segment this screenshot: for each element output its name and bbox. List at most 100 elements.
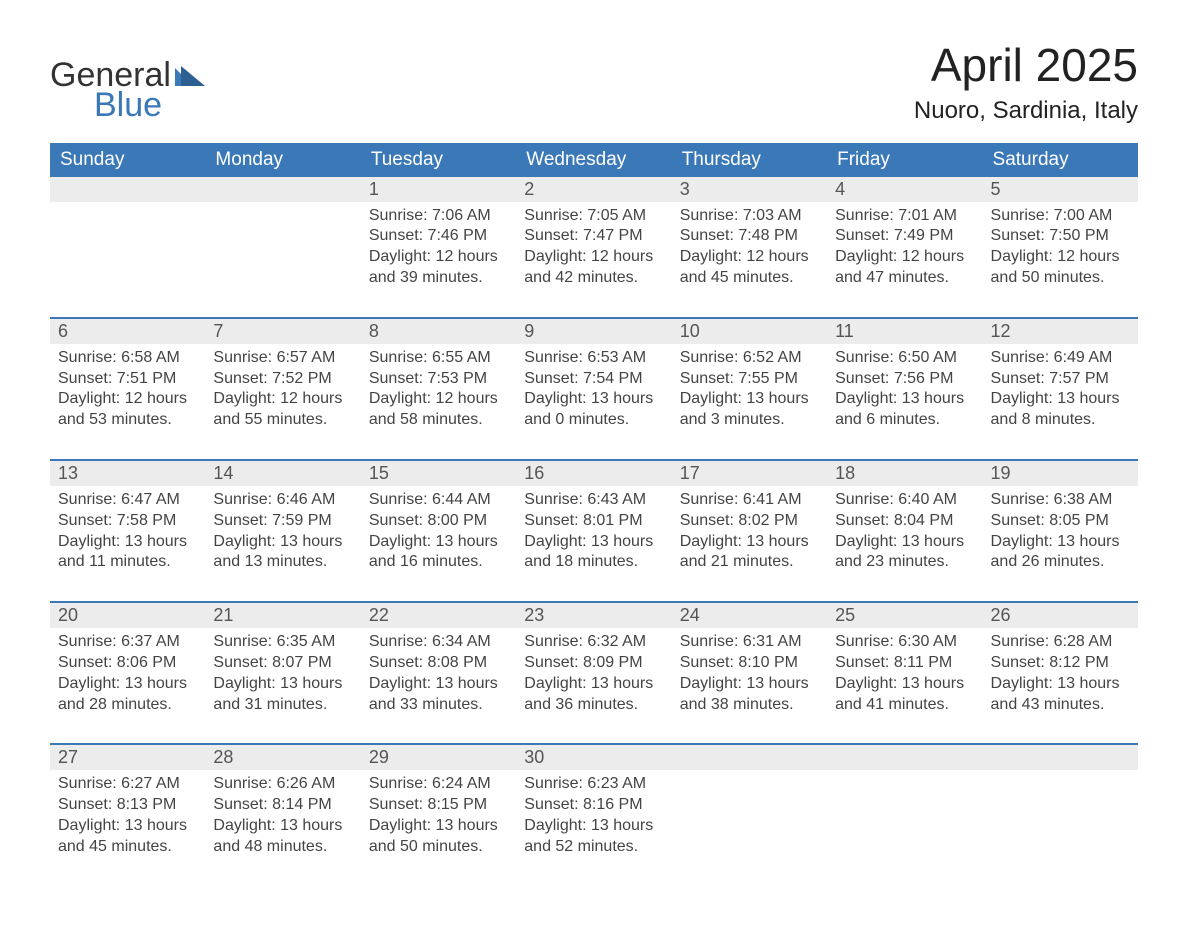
sunrise-line: Sunrise: 6:38 AM [991,490,1130,511]
sunrise-line: Sunrise: 7:01 AM [835,206,974,227]
sunrise-line: Sunrise: 6:30 AM [835,632,974,653]
sunrise-line: Sunrise: 6:44 AM [369,490,508,511]
weekday-header: Tuesday [361,143,516,177]
day-number: 26 [983,603,1138,628]
day-details: Sunrise: 6:41 AMSunset: 8:02 PMDaylight:… [680,490,819,573]
calendar-cell [983,744,1138,885]
daylight-line: Daylight: 13 hours and 21 minutes. [680,532,819,574]
day-details: Sunrise: 7:01 AMSunset: 7:49 PMDaylight:… [835,206,974,289]
sunrise-line: Sunrise: 6:27 AM [58,774,197,795]
sunrise-line: Sunrise: 7:00 AM [991,206,1130,227]
day-details: Sunrise: 6:47 AMSunset: 7:58 PMDaylight:… [58,490,197,573]
sunrise-line: Sunrise: 6:32 AM [524,632,663,653]
daylight-line: Daylight: 13 hours and 3 minutes. [680,389,819,431]
sunset-line: Sunset: 8:05 PM [991,511,1130,532]
sunset-line: Sunset: 7:51 PM [58,369,197,390]
daylight-line: Daylight: 13 hours and 23 minutes. [835,532,974,574]
sunrise-line: Sunrise: 6:24 AM [369,774,508,795]
sunrise-line: Sunrise: 6:23 AM [524,774,663,795]
calendar-week-row: 27Sunrise: 6:27 AMSunset: 8:13 PMDayligh… [50,744,1138,885]
day-details: Sunrise: 6:34 AMSunset: 8:08 PMDaylight:… [369,632,508,715]
day-number: 23 [516,603,671,628]
sunset-line: Sunset: 8:11 PM [835,653,974,674]
day-number: 17 [672,461,827,486]
calendar-cell: 8Sunrise: 6:55 AMSunset: 7:53 PMDaylight… [361,318,516,460]
sunset-line: Sunset: 8:12 PM [991,653,1130,674]
calendar-cell: 22Sunrise: 6:34 AMSunset: 8:08 PMDayligh… [361,602,516,744]
brand-flag-icon [175,58,211,91]
day-number: 3 [672,177,827,202]
daylight-line: Daylight: 12 hours and 47 minutes. [835,247,974,289]
day-number: 28 [205,745,360,770]
day-details: Sunrise: 6:38 AMSunset: 8:05 PMDaylight:… [991,490,1130,573]
sunset-line: Sunset: 8:13 PM [58,795,197,816]
sunset-line: Sunset: 7:53 PM [369,369,508,390]
sunrise-line: Sunrise: 6:58 AM [58,348,197,369]
sunrise-line: Sunrise: 6:34 AM [369,632,508,653]
daylight-line: Daylight: 12 hours and 45 minutes. [680,247,819,289]
calendar-cell [50,177,205,318]
day-details: Sunrise: 7:03 AMSunset: 7:48 PMDaylight:… [680,206,819,289]
day-details: Sunrise: 6:24 AMSunset: 8:15 PMDaylight:… [369,774,508,857]
day-details: Sunrise: 6:26 AMSunset: 8:14 PMDaylight:… [213,774,352,857]
day-number: 4 [827,177,982,202]
sunset-line: Sunset: 8:06 PM [58,653,197,674]
calendar-header-row: Sunday Monday Tuesday Wednesday Thursday… [50,143,1138,177]
sunrise-line: Sunrise: 6:57 AM [213,348,352,369]
calendar-cell: 11Sunrise: 6:50 AMSunset: 7:56 PMDayligh… [827,318,982,460]
day-number [50,177,205,202]
sunset-line: Sunset: 8:01 PM [524,511,663,532]
day-details: Sunrise: 6:27 AMSunset: 8:13 PMDaylight:… [58,774,197,857]
daylight-line: Daylight: 13 hours and 0 minutes. [524,389,663,431]
day-details: Sunrise: 6:30 AMSunset: 8:11 PMDaylight:… [835,632,974,715]
day-number: 20 [50,603,205,628]
daylight-line: Daylight: 13 hours and 8 minutes. [991,389,1130,431]
daylight-line: Daylight: 13 hours and 11 minutes. [58,532,197,574]
header: General Blue April 2025 Nuoro, Sardinia,… [50,40,1138,125]
day-number [672,745,827,770]
sunrise-line: Sunrise: 7:05 AM [524,206,663,227]
sunset-line: Sunset: 8:16 PM [524,795,663,816]
sunrise-line: Sunrise: 6:37 AM [58,632,197,653]
weekday-header: Monday [205,143,360,177]
calendar-cell: 21Sunrise: 6:35 AMSunset: 8:07 PMDayligh… [205,602,360,744]
sunset-line: Sunset: 8:07 PM [213,653,352,674]
day-number: 30 [516,745,671,770]
day-details: Sunrise: 7:05 AMSunset: 7:47 PMDaylight:… [524,206,663,289]
day-number: 2 [516,177,671,202]
calendar-cell: 9Sunrise: 6:53 AMSunset: 7:54 PMDaylight… [516,318,671,460]
daylight-line: Daylight: 12 hours and 42 minutes. [524,247,663,289]
page-title: April 2025 [914,40,1138,91]
daylight-line: Daylight: 12 hours and 58 minutes. [369,389,508,431]
sunset-line: Sunset: 7:59 PM [213,511,352,532]
sunrise-line: Sunrise: 6:28 AM [991,632,1130,653]
sunrise-line: Sunrise: 6:31 AM [680,632,819,653]
calendar-cell [205,177,360,318]
day-details: Sunrise: 6:44 AMSunset: 8:00 PMDaylight:… [369,490,508,573]
sunset-line: Sunset: 8:08 PM [369,653,508,674]
calendar-cell [672,744,827,885]
day-details: Sunrise: 6:46 AMSunset: 7:59 PMDaylight:… [213,490,352,573]
calendar-cell: 18Sunrise: 6:40 AMSunset: 8:04 PMDayligh… [827,460,982,602]
day-details: Sunrise: 6:28 AMSunset: 8:12 PMDaylight:… [991,632,1130,715]
sunrise-line: Sunrise: 6:50 AM [835,348,974,369]
sunrise-line: Sunrise: 6:53 AM [524,348,663,369]
daylight-line: Daylight: 13 hours and 31 minutes. [213,674,352,716]
brand-logo: General Blue [50,40,211,122]
day-details: Sunrise: 6:55 AMSunset: 7:53 PMDaylight:… [369,348,508,431]
sunset-line: Sunset: 7:57 PM [991,369,1130,390]
day-number: 11 [827,319,982,344]
day-details: Sunrise: 6:52 AMSunset: 7:55 PMDaylight:… [680,348,819,431]
calendar-cell: 4 Sunrise: 7:01 AMSunset: 7:49 PMDaylight… [827,177,982,318]
sunset-line: Sunset: 7:48 PM [680,226,819,247]
calendar-cell: 13Sunrise: 6:47 AMSunset: 7:58 PMDayligh… [50,460,205,602]
day-details: Sunrise: 6:31 AMSunset: 8:10 PMDaylight:… [680,632,819,715]
sunrise-line: Sunrise: 6:49 AM [991,348,1130,369]
sunrise-line: Sunrise: 6:40 AM [835,490,974,511]
day-number: 7 [205,319,360,344]
day-details: Sunrise: 7:06 AMSunset: 7:46 PMDaylight:… [369,206,508,289]
sunset-line: Sunset: 8:04 PM [835,511,974,532]
day-number: 9 [516,319,671,344]
calendar-cell: 5Sunrise: 7:00 AMSunset: 7:50 PMDaylight… [983,177,1138,318]
day-number: 6 [50,319,205,344]
